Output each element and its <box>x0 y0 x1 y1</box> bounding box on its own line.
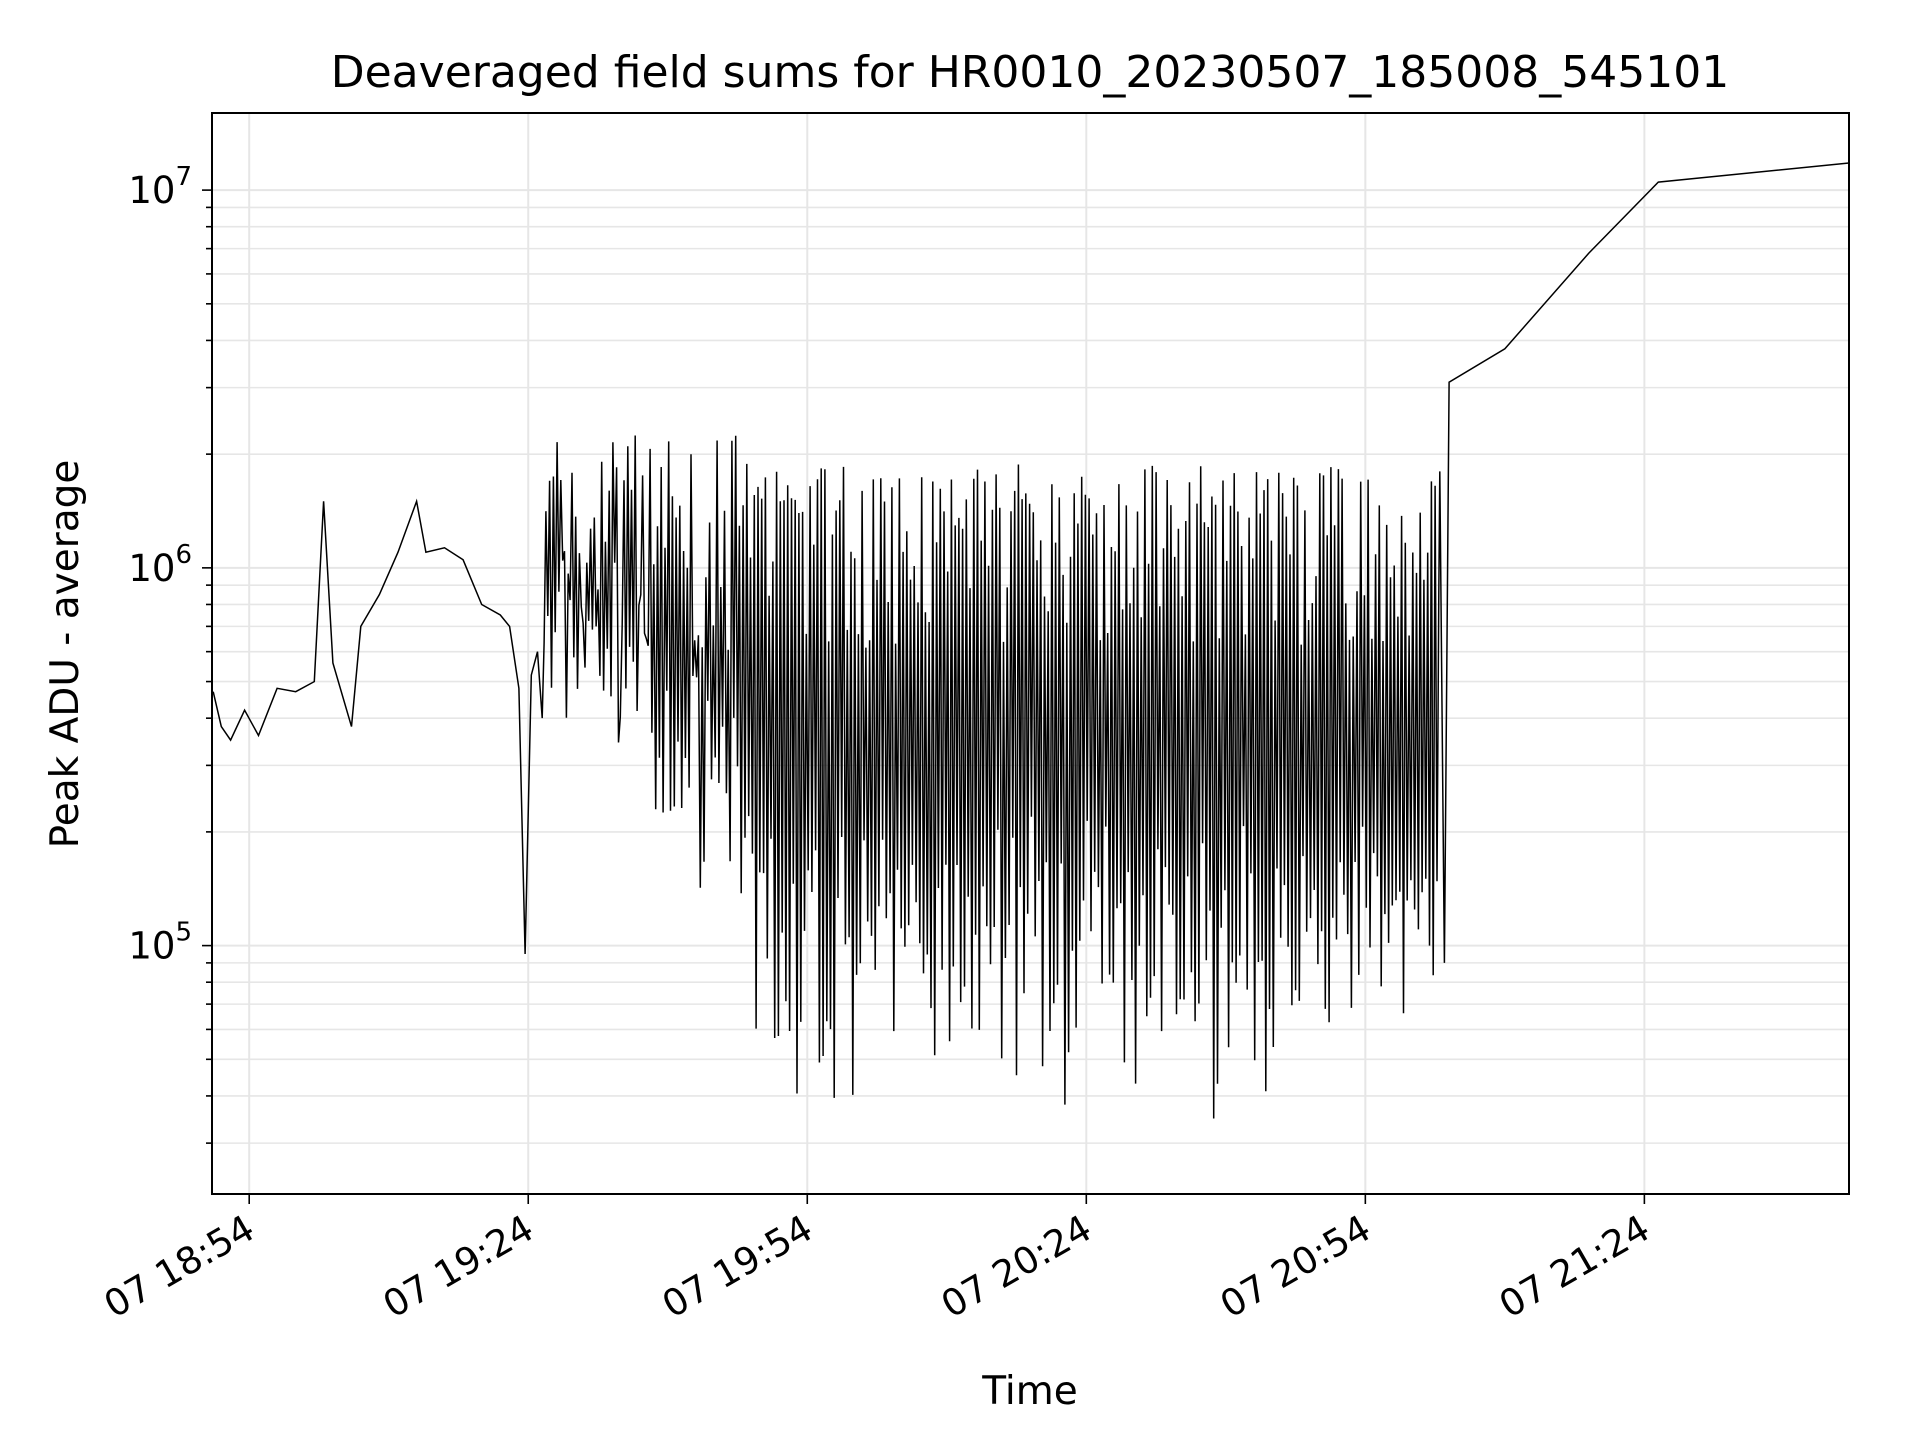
x-tick-label: 07 18:54 <box>97 1207 262 1327</box>
series-line <box>212 162 1849 1119</box>
x-axis-label: Time <box>981 1369 1077 1414</box>
x-tick-label: 07 21:24 <box>1492 1207 1657 1327</box>
series-layer <box>212 162 1849 1119</box>
x-tick-label: 07 20:24 <box>934 1207 1099 1327</box>
y-tick-label: 106 <box>128 540 192 590</box>
y-axis-label: Peak ADU - average <box>43 460 88 849</box>
y-tick-label: 105 <box>128 918 192 968</box>
x-tick-label: 07 19:54 <box>655 1207 820 1327</box>
x-tick-label: 07 19:24 <box>376 1207 541 1327</box>
x-tick-label: 07 20:54 <box>1213 1207 1378 1327</box>
y-tick-label: 107 <box>128 162 192 212</box>
chart-title: Deaveraged field sums for HR0010_2023050… <box>331 47 1730 98</box>
plot-frame <box>211 112 1850 1195</box>
